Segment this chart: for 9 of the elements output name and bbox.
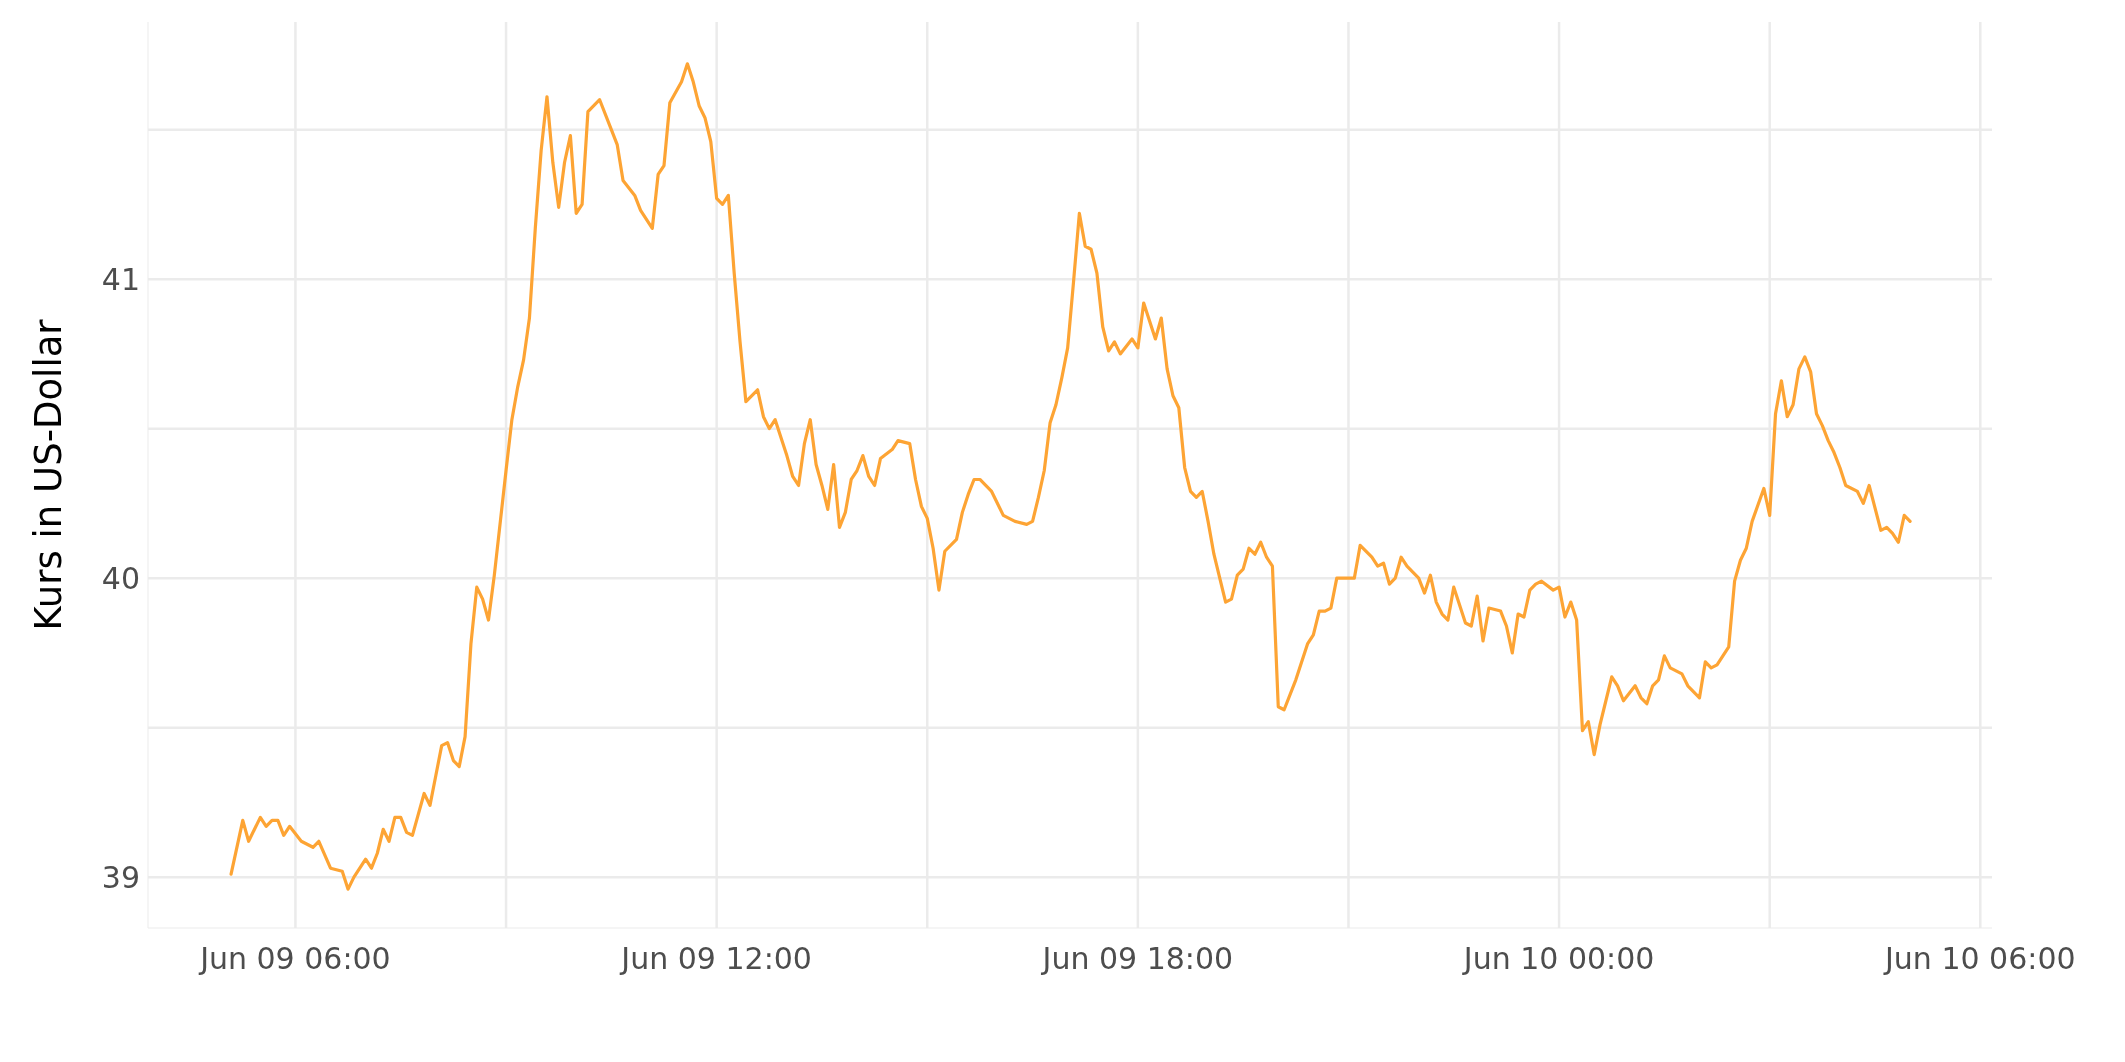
x-tick-label: Jun 10 00:00 [1461,941,1655,977]
y-tick-label: 41 [101,261,140,297]
x-tick-label: Jun 09 06:00 [198,941,391,977]
y-axis-title: Kurs in US-Dollar [27,318,71,631]
x-tick-label: Jun 09 12:00 [619,941,812,977]
y-tick-label: 39 [101,859,140,895]
x-tick-label: Jun 10 06:00 [1883,941,2076,977]
y-tick-label: 40 [101,560,140,596]
x-tick-label: Jun 09 18:00 [1040,941,1234,977]
